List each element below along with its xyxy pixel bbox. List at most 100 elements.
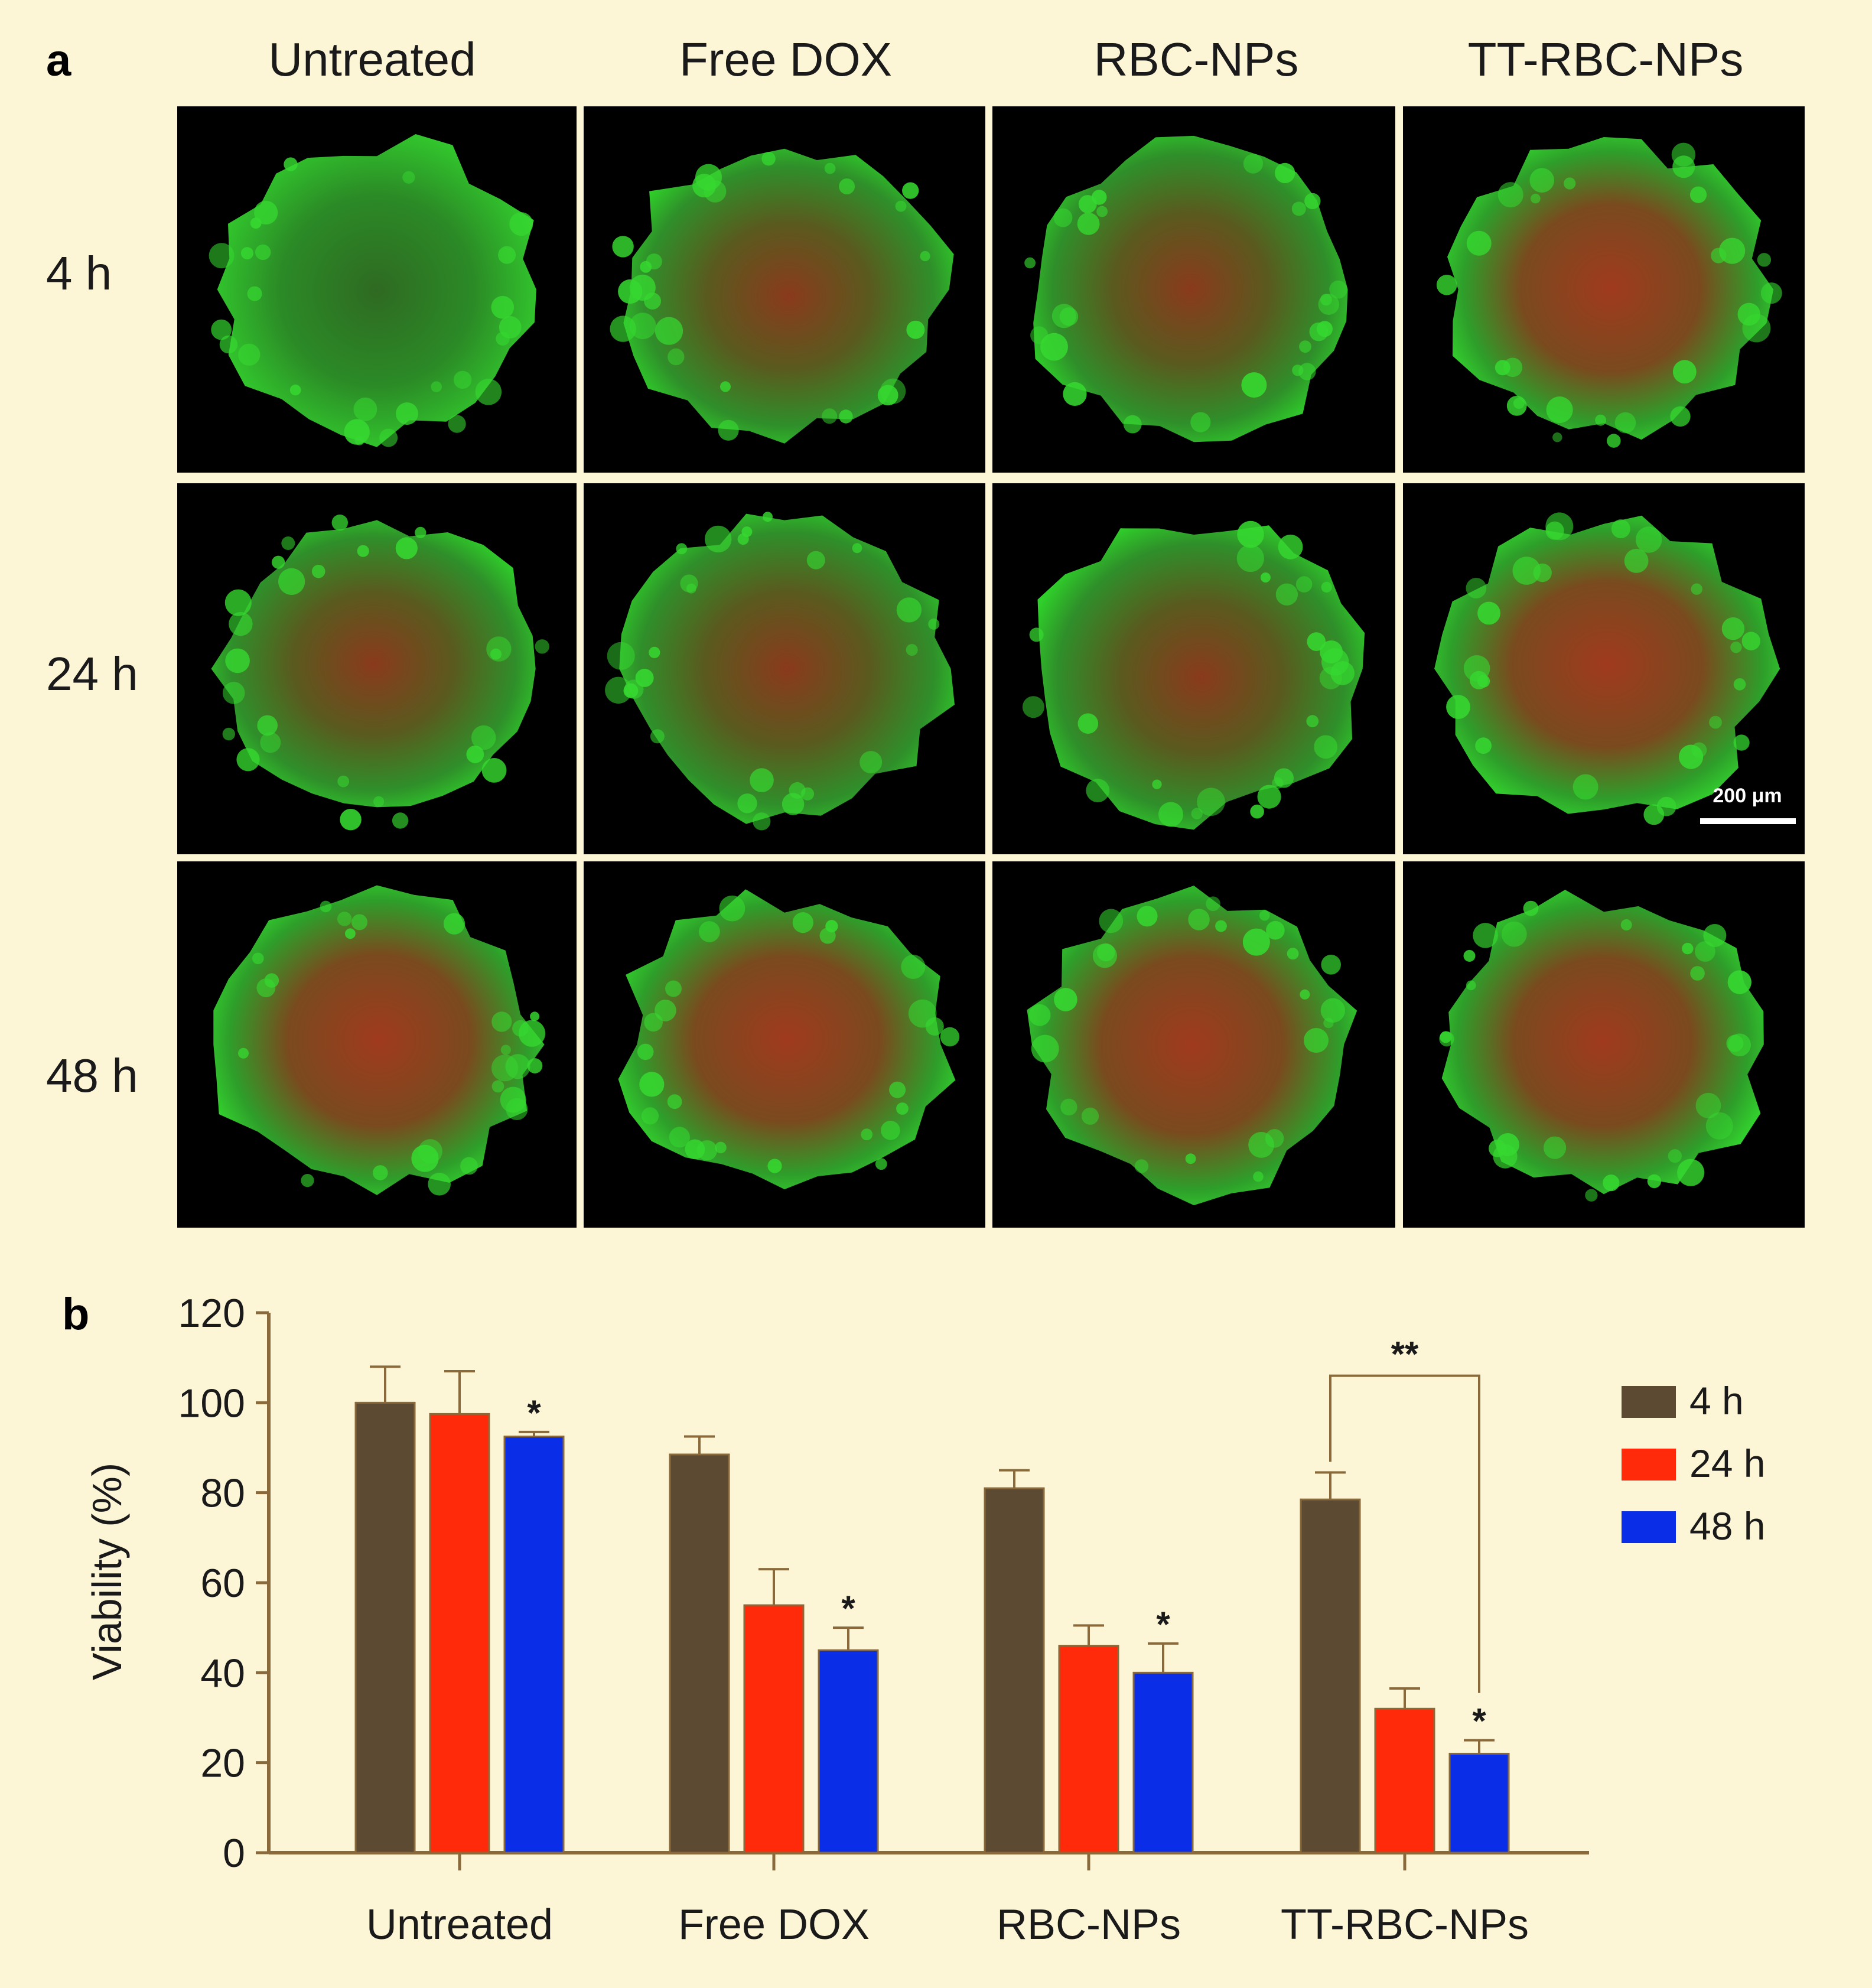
live-cell-speckle bbox=[1287, 948, 1299, 960]
live-cell-speckle bbox=[1053, 208, 1073, 227]
live-cell-speckle bbox=[224, 589, 252, 616]
live-cell-speckle bbox=[453, 370, 472, 389]
live-cell-speckle bbox=[486, 636, 512, 662]
live-cell-speckle bbox=[715, 1141, 727, 1154]
live-cell-speckle bbox=[607, 642, 635, 670]
live-cell-speckle bbox=[639, 1072, 665, 1097]
live-cell-speckle bbox=[1152, 779, 1162, 789]
live-cell-speckle bbox=[1242, 928, 1270, 956]
live-cell-speckle bbox=[1250, 804, 1264, 819]
live-cell-speckle bbox=[605, 676, 632, 704]
live-cell-speckle bbox=[655, 317, 683, 345]
spheroid bbox=[619, 513, 955, 824]
live-cell-speckle bbox=[1690, 966, 1705, 981]
micrograph-untreated-48h bbox=[177, 861, 577, 1228]
y-axis-label: Viability (%) bbox=[84, 1463, 130, 1680]
live-cell-speckle bbox=[1054, 988, 1077, 1011]
significance-bracket bbox=[1329, 1374, 1480, 1693]
live-cell-speckle bbox=[1691, 583, 1702, 595]
live-cell-speckle bbox=[1709, 715, 1722, 729]
live-cell-speckle bbox=[1495, 360, 1510, 376]
panel-a: a Untreated Free DOX RBC-NPs TT-RBC-NPs … bbox=[46, 33, 1805, 1228]
live-cell-speckle bbox=[1727, 970, 1751, 994]
live-cell-speckle bbox=[509, 212, 533, 236]
micrograph-tt-rbc-nps-48h bbox=[1403, 861, 1805, 1228]
live-cell-speckle bbox=[1439, 1031, 1454, 1047]
micrograph-untreated-4h bbox=[177, 106, 577, 473]
live-cell-speckle bbox=[1466, 980, 1476, 991]
live-cell-speckle bbox=[896, 597, 922, 623]
live-cell-speckle bbox=[284, 157, 298, 171]
micrograph-free-dox-4h bbox=[584, 106, 985, 473]
live-cell-speckle bbox=[496, 331, 510, 346]
live-cell-speckle bbox=[1295, 576, 1313, 593]
live-cell-speckle bbox=[471, 725, 496, 750]
live-cell-speckle bbox=[466, 746, 484, 763]
live-cell-speckle bbox=[491, 1011, 512, 1032]
bar-24h-0 bbox=[429, 1413, 490, 1854]
row-header-24h: 24 h bbox=[46, 648, 138, 700]
legend-label: 24 h bbox=[1689, 1442, 1765, 1485]
live-cell-speckle bbox=[353, 397, 377, 421]
live-cell-speckle bbox=[1321, 648, 1349, 676]
live-cell-speckle bbox=[1473, 923, 1498, 948]
live-cell-speckle bbox=[1679, 744, 1704, 769]
live-cell-speckle bbox=[257, 715, 278, 736]
live-cell-speckle bbox=[351, 914, 367, 930]
live-cell-speckle bbox=[667, 1094, 682, 1109]
chart-legend: 4 h 24 h 48 h bbox=[1622, 1379, 1765, 1548]
micrograph-tt-rbc-nps-24h bbox=[1403, 483, 1805, 854]
live-cell-speckle bbox=[254, 200, 278, 224]
live-cell-speckle bbox=[392, 812, 409, 829]
live-cell-speckle bbox=[1546, 396, 1573, 424]
live-cell-speckle bbox=[1477, 601, 1500, 625]
live-cell-speckle bbox=[357, 545, 369, 557]
micrograph-free-dox-24h bbox=[584, 483, 985, 854]
live-cell-speckle bbox=[1206, 896, 1220, 911]
live-cell-speckle bbox=[1272, 777, 1284, 789]
live-cell-speckle bbox=[222, 727, 235, 741]
live-cell-speckle bbox=[1545, 521, 1564, 540]
live-cell-speckle bbox=[1077, 212, 1100, 235]
live-cell-speckle bbox=[901, 955, 926, 979]
live-cell-speckle bbox=[1078, 195, 1097, 213]
live-cell-speckle bbox=[1695, 941, 1715, 962]
live-cell-speckle bbox=[641, 1107, 659, 1125]
micrograph-tt-rbc-nps-4h bbox=[1403, 106, 1805, 473]
live-cell-speckle bbox=[1190, 412, 1211, 432]
x-tick-label: Free DOX bbox=[678, 1901, 870, 1948]
live-cell-speckle bbox=[895, 200, 907, 212]
spheroid bbox=[623, 148, 954, 444]
live-cell-speckle bbox=[255, 244, 271, 261]
live-cell-speckle bbox=[1298, 363, 1316, 380]
live-cell-speckle bbox=[1689, 186, 1707, 203]
live-cell-speckle bbox=[1022, 696, 1044, 718]
live-cell-speckle bbox=[1533, 563, 1552, 583]
live-cell-speckle bbox=[1470, 671, 1488, 689]
live-cell-speckle bbox=[839, 409, 853, 424]
live-cell-speckle bbox=[225, 648, 250, 673]
live-cell-speckle bbox=[1742, 314, 1771, 343]
live-cell-speckle bbox=[1529, 168, 1554, 193]
live-cell-speckle bbox=[928, 618, 940, 630]
live-cell-speckle bbox=[629, 313, 656, 340]
legend-swatch bbox=[1622, 1386, 1676, 1418]
live-cell-speckle bbox=[1188, 909, 1210, 930]
live-cell-speckle bbox=[1060, 1098, 1077, 1116]
legend-swatch bbox=[1622, 1511, 1676, 1543]
live-cell-speckle bbox=[1668, 1149, 1682, 1163]
live-cell-speckle bbox=[1123, 415, 1142, 434]
live-cell-speckle bbox=[1307, 632, 1326, 651]
live-cell-speckle bbox=[720, 381, 731, 392]
live-cell-speckle bbox=[1063, 382, 1087, 406]
y-tick-label: 100 bbox=[178, 1381, 245, 1426]
bar-48h-1 bbox=[818, 1649, 879, 1854]
live-cell-speckle bbox=[860, 751, 883, 774]
micrograph-rbc-nps-24h bbox=[992, 483, 1395, 854]
live-cell-speckle bbox=[311, 564, 325, 578]
live-cell-speckle bbox=[1309, 322, 1329, 341]
live-cell-speckle bbox=[1096, 206, 1108, 217]
micrograph-rbc-nps-4h bbox=[992, 106, 1395, 473]
live-cell-speckle bbox=[1497, 182, 1523, 208]
significance-star: * bbox=[841, 1589, 855, 1628]
